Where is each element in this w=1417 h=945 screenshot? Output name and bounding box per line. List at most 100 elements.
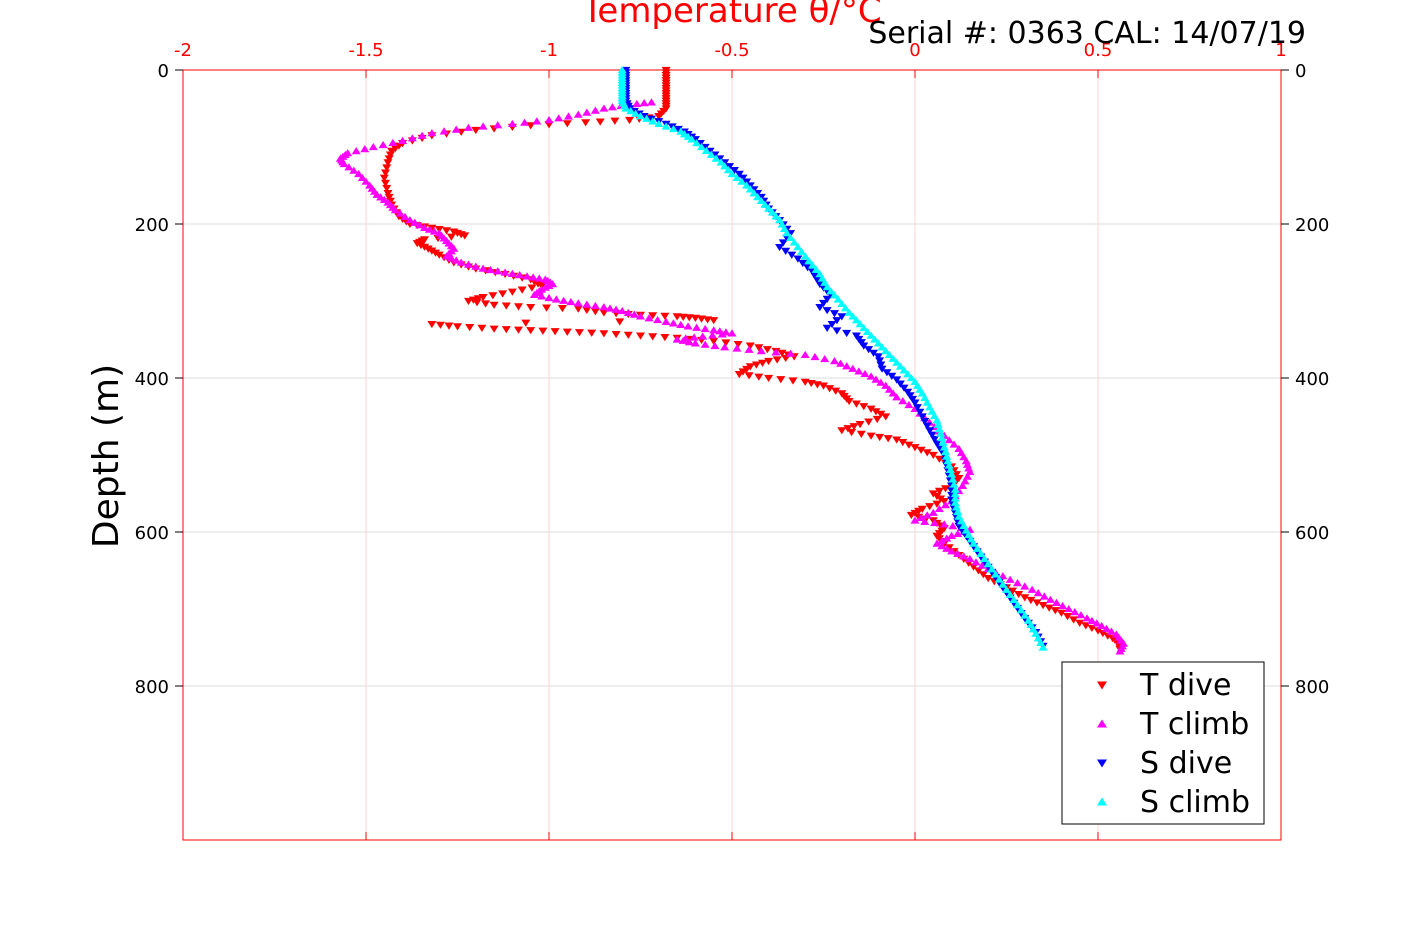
data-point bbox=[615, 318, 625, 326]
data-point bbox=[734, 170, 744, 178]
data-point bbox=[520, 118, 530, 126]
data-point bbox=[557, 305, 567, 313]
data-point bbox=[631, 109, 641, 117]
data-point bbox=[948, 475, 958, 483]
data-point bbox=[745, 185, 755, 193]
data-point bbox=[544, 293, 554, 302]
data-point bbox=[489, 301, 499, 309]
data-point bbox=[478, 264, 488, 272]
data-point bbox=[444, 322, 454, 330]
data-point bbox=[899, 366, 909, 374]
data-point bbox=[950, 498, 960, 506]
data-point bbox=[899, 384, 909, 392]
data-point bbox=[697, 142, 706, 151]
data-point bbox=[871, 375, 881, 383]
data-point bbox=[732, 173, 742, 181]
data-point bbox=[566, 297, 576, 306]
data-point bbox=[559, 296, 569, 304]
data-point bbox=[800, 350, 810, 359]
data-point bbox=[515, 271, 525, 279]
data-point bbox=[898, 397, 908, 405]
data-point bbox=[810, 352, 820, 361]
data-point bbox=[854, 367, 864, 375]
data-point bbox=[764, 204, 774, 212]
data-point bbox=[646, 98, 656, 106]
data-point bbox=[1044, 604, 1054, 612]
data-point bbox=[778, 239, 788, 247]
data-point bbox=[950, 489, 960, 498]
data-point bbox=[904, 441, 914, 449]
data-point bbox=[517, 286, 527, 294]
data-point bbox=[912, 404, 922, 412]
data-point bbox=[875, 357, 885, 365]
data-point bbox=[732, 344, 742, 352]
data-point bbox=[920, 517, 930, 525]
data-point bbox=[1070, 608, 1080, 616]
data-point bbox=[749, 189, 759, 197]
data-point bbox=[945, 465, 955, 474]
data-point bbox=[526, 327, 536, 335]
legend-label: T climb bbox=[1139, 707, 1249, 742]
data-point bbox=[822, 283, 832, 291]
data-point bbox=[950, 494, 960, 502]
data-point bbox=[932, 416, 942, 424]
data-point bbox=[827, 320, 837, 329]
y-tick-label-right: 600 bbox=[1295, 523, 1329, 544]
data-point bbox=[692, 323, 702, 331]
data-point bbox=[382, 164, 392, 172]
data-point bbox=[859, 403, 869, 411]
legend: T dive T climb S dive S climb bbox=[1061, 661, 1265, 825]
x-axis-label: Temperature θ/°C bbox=[581, 0, 881, 31]
data-point bbox=[493, 121, 503, 129]
data-point bbox=[842, 329, 852, 338]
data-point bbox=[910, 516, 920, 524]
data-point bbox=[501, 302, 511, 310]
data-point bbox=[866, 405, 876, 413]
data-point bbox=[590, 301, 600, 310]
data-point bbox=[562, 328, 572, 336]
x-tick-label: -2 bbox=[174, 40, 192, 61]
data-point bbox=[639, 99, 649, 107]
data-point bbox=[972, 544, 982, 552]
data-point bbox=[648, 117, 658, 125]
data-point bbox=[856, 430, 866, 439]
data-point bbox=[463, 260, 473, 268]
data-point bbox=[610, 117, 620, 125]
data-point bbox=[339, 159, 349, 168]
data-point bbox=[349, 166, 359, 174]
data-point bbox=[573, 110, 583, 118]
data-point bbox=[463, 123, 473, 131]
data-point bbox=[829, 291, 839, 299]
data-point bbox=[653, 315, 663, 324]
data-point bbox=[1092, 619, 1102, 627]
y-tick-label-left: 600 bbox=[135, 523, 169, 544]
data-point bbox=[949, 440, 959, 448]
data-point bbox=[831, 387, 841, 395]
data-point bbox=[976, 549, 986, 557]
data-point bbox=[910, 509, 920, 518]
data-point bbox=[910, 399, 920, 407]
data-point bbox=[1087, 624, 1097, 633]
data-point bbox=[771, 212, 781, 220]
data-point bbox=[661, 317, 671, 325]
data-point bbox=[599, 330, 609, 338]
data-point bbox=[423, 245, 433, 253]
data-point bbox=[727, 329, 737, 337]
data-point bbox=[815, 304, 825, 312]
data-point bbox=[851, 316, 861, 324]
data-point bbox=[937, 434, 947, 442]
data-point bbox=[465, 324, 475, 332]
data-point bbox=[782, 229, 792, 237]
data-point bbox=[383, 159, 393, 167]
data-point bbox=[804, 256, 814, 265]
data-point bbox=[754, 373, 764, 381]
data-point bbox=[820, 354, 830, 363]
data-point bbox=[1038, 602, 1048, 610]
data-point bbox=[439, 127, 449, 135]
data-point bbox=[877, 343, 887, 351]
data-point bbox=[859, 323, 869, 332]
y-tick-label-left: 800 bbox=[135, 677, 169, 698]
data-point bbox=[822, 307, 832, 315]
data-point bbox=[953, 507, 963, 516]
data-point bbox=[672, 313, 682, 321]
